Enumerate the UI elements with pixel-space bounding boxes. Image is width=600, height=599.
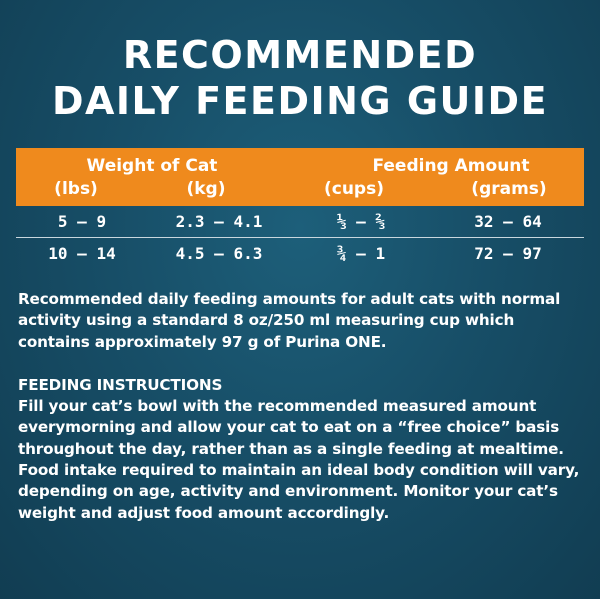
title-line-1: RECOMMENDED <box>122 33 478 77</box>
kg-cell: 4.5 – 6.3 <box>175 244 263 263</box>
feeding-table: Weight of Cat Feeding Amount (lbs) (kg) … <box>16 148 584 269</box>
weight-of-cat-header: Weight of Cat <box>86 156 218 176</box>
page-title: RECOMMENDED DAILY FEEDING GUIDE <box>0 32 600 124</box>
kg-cell: 2.3 – 4.1 <box>175 212 263 231</box>
table-row: 5 – 9 2.3 – 4.1 ⅓ – ⅔ 32 – 64 <box>16 206 584 238</box>
grams-cell: 32 – 64 <box>474 212 542 231</box>
cups-unit-label: (cups) <box>323 179 384 199</box>
lbs-cell: 10 – 14 <box>48 244 116 263</box>
kg-unit-label: (kg) <box>186 179 226 199</box>
grams-unit-label: (grams) <box>471 179 547 199</box>
lbs-unit-label: (lbs) <box>54 179 98 199</box>
feeding-amount-header: Feeding Amount <box>372 156 530 176</box>
table-row: 10 – 14 4.5 – 6.3 ¾ – 1 72 – 97 <box>16 238 584 269</box>
grams-cell: 72 – 97 <box>474 244 542 263</box>
cups-cell: ¾ – 1 <box>336 244 386 263</box>
lbs-cell: 5 – 9 <box>57 212 107 231</box>
description-paragraph: Recommended daily feeding amounts for ad… <box>18 290 561 351</box>
title-line-2: DAILY FEEDING GUIDE <box>51 79 549 123</box>
instructions-heading: FEEDING INSTRUCTIONS <box>18 375 223 394</box>
instructions-paragraph: Fill your cat’s bowl with the recommende… <box>18 397 580 522</box>
table-header: Weight of Cat Feeding Amount (lbs) (kg) … <box>16 148 584 206</box>
feeding-notes: Recommended daily feeding amounts for ad… <box>18 289 584 524</box>
cups-cell: ⅓ – ⅔ <box>336 212 386 231</box>
